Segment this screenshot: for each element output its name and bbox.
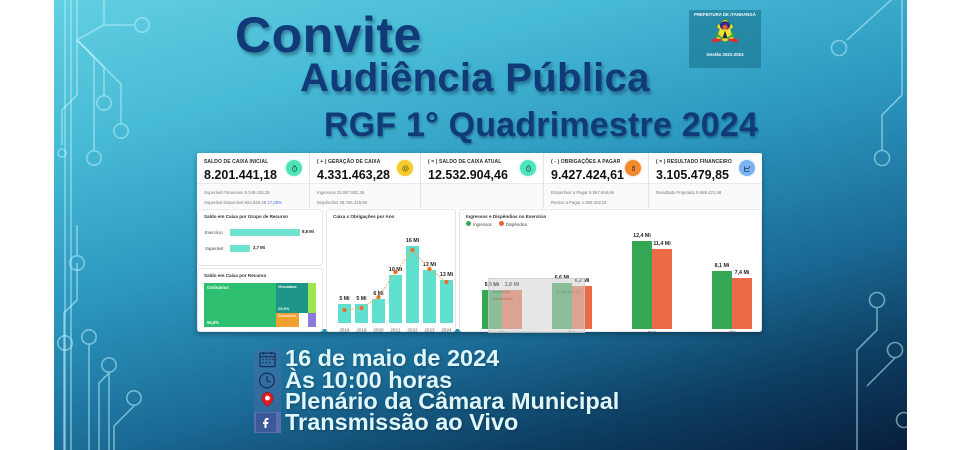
svg-text:12,4 Mi: 12,4 Mi (633, 233, 651, 239)
svg-text:2019: 2019 (356, 328, 367, 333)
svg-text:2018: 2018 (339, 328, 350, 333)
svg-text:2020: 2020 (373, 328, 384, 333)
svg-text:16 Mi: 16 Mi (406, 238, 420, 244)
svg-text:13 Mi: 13 Mi (440, 272, 454, 278)
svg-text:11,4 Mi: 11,4 Mi (653, 241, 671, 247)
svg-text:2022: 2022 (407, 328, 418, 333)
svg-text:5 Mi: 5 Mi (356, 296, 367, 302)
svg-text:2023: 2023 (424, 328, 435, 333)
svg-text:abr: abr (729, 330, 736, 334)
svg-text:2021: 2021 (390, 328, 401, 333)
svg-text:5 Mi: 5 Mi (339, 296, 350, 302)
svg-text:mar: mar (648, 330, 656, 334)
svg-text:2024: 2024 (441, 328, 452, 333)
svg-text:7,4 Mi: 7,4 Mi (735, 270, 750, 276)
svg-text:8,1 Mi: 8,1 Mi (715, 263, 730, 269)
